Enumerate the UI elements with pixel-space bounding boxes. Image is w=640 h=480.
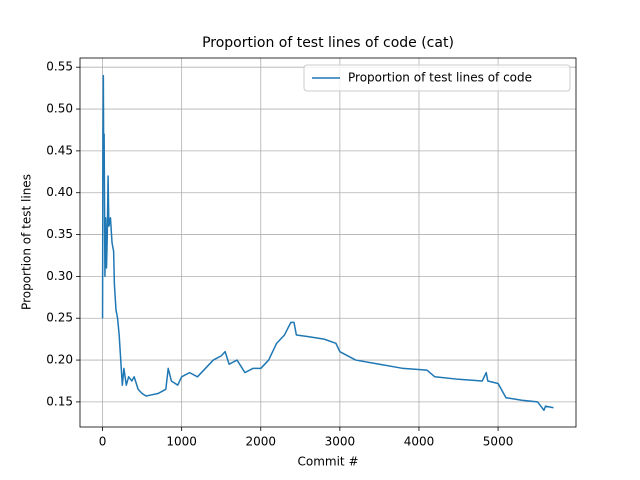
y-tick-label: 0.50 — [46, 102, 73, 116]
legend-box — [303, 64, 571, 92]
y-tick-label: 0.15 — [46, 394, 73, 408]
y-tick-label: 0.25 — [46, 311, 73, 325]
data-line — [101, 74, 554, 412]
x-tick-label: 0 — [99, 435, 107, 449]
plot-area — [101, 74, 554, 412]
x-tick-label: 3000 — [325, 435, 356, 449]
x-tick-label: 1000 — [166, 435, 197, 449]
y-tick-label: 0.55 — [46, 60, 73, 74]
legend-label: Proportion of test lines of code — [348, 71, 532, 85]
x-tick-label: 4000 — [404, 435, 435, 449]
x-tick-label: 2000 — [245, 435, 276, 449]
y-tick-label: 0.35 — [46, 227, 73, 241]
x-tick-label: 5000 — [483, 435, 514, 449]
axes-frame — [79, 57, 577, 428]
y-tick-label: 0.20 — [46, 353, 73, 367]
legend: Proportion of test lines of code — [303, 64, 571, 92]
y-tick-label: 0.40 — [46, 185, 73, 199]
y-axis-label: Proportion of test lines — [20, 174, 34, 310]
chart-title: Proportion of test lines of code (cat) — [202, 35, 454, 51]
y-tick-label: 0.45 — [46, 143, 73, 157]
ticks: 0 1000 2000 3000 4000 5000 0.15 0.20 0.25 0.30 0.3… — [46, 60, 513, 449]
x-axis-label: Commit # — [297, 455, 358, 469]
y-tick-label: 0.30 — [46, 269, 73, 283]
